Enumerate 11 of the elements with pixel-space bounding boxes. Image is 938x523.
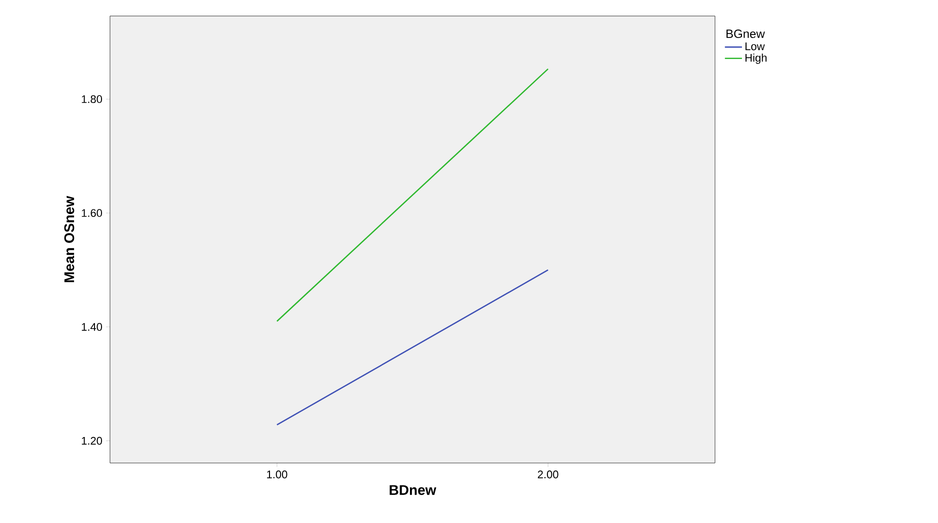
y-tick-label: 1.80 [82, 95, 102, 104]
y-tick-label: 1.20 [82, 436, 102, 445]
legend-label: Low [746, 42, 765, 50]
y-tick-label: 1.60 [82, 209, 102, 217]
y-axis-title: Mean OSnew [64, 196, 74, 282]
x-tick-label: 1.00 [267, 470, 288, 478]
x-tick-label: 2.00 [538, 470, 558, 478]
y-tick-label: 1.40 [82, 323, 102, 331]
legend-label: High [746, 54, 767, 64]
x-axis-title: BDnew [390, 485, 436, 495]
legend-title: BGnew [726, 30, 765, 38]
